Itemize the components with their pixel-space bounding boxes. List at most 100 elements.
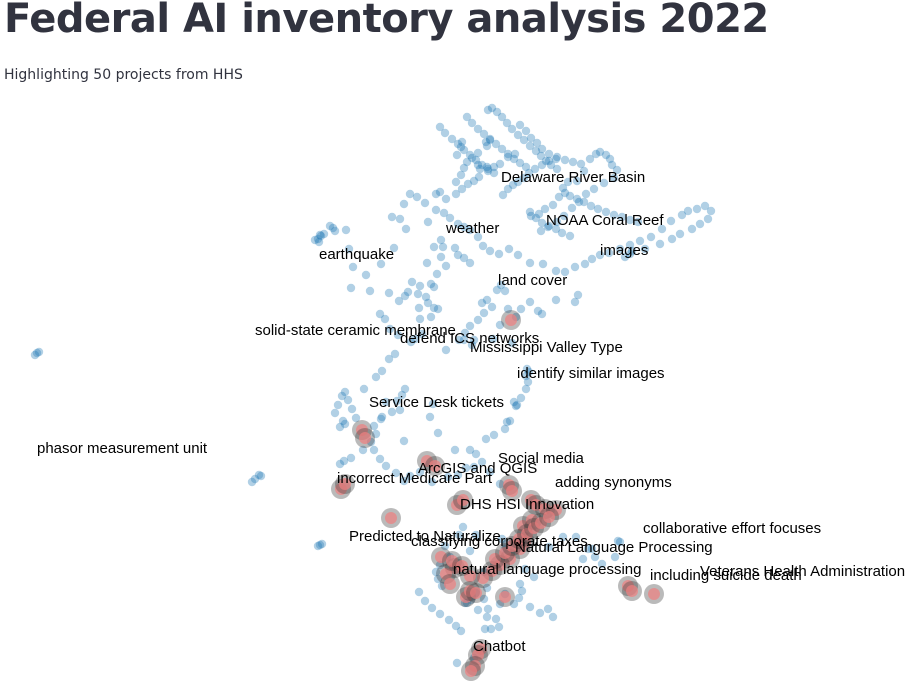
data-point[interactable] [513,177,523,187]
data-point[interactable] [495,159,505,169]
data-point[interactable] [414,303,424,313]
data-point[interactable] [429,242,439,252]
data-point[interactable] [391,468,401,478]
data-point[interactable] [554,192,564,202]
data-point[interactable] [504,244,514,254]
data-point[interactable] [457,184,467,194]
data-point[interactable] [655,239,665,249]
data-point[interactable] [400,384,410,394]
data-point[interactable] [509,599,519,609]
data-point[interactable] [521,162,531,172]
data-point[interactable] [593,204,603,214]
highlighted-data-point[interactable] [470,587,482,599]
data-point[interactable] [491,614,501,624]
data-point[interactable] [551,224,561,234]
data-point[interactable] [387,407,397,417]
data-point[interactable] [338,416,348,426]
data-point[interactable] [599,178,609,188]
data-point[interactable] [677,210,687,220]
data-point[interactable] [552,152,562,162]
data-point[interactable] [452,658,462,668]
data-point[interactable] [454,530,464,540]
data-point[interactable] [359,384,369,394]
data-point[interactable] [574,197,584,207]
data-point[interactable] [485,246,495,256]
data-point[interactable] [474,172,484,182]
data-point[interactable] [572,176,582,186]
data-point[interactable] [440,128,450,138]
data-point[interactable] [457,137,467,147]
data-point[interactable] [509,154,519,164]
data-point[interactable] [399,476,409,486]
data-point[interactable] [494,249,504,259]
data-point[interactable] [453,250,463,260]
data-point[interactable] [589,184,599,194]
data-point[interactable] [453,470,463,480]
data-point[interactable] [460,328,470,338]
data-point[interactable] [467,340,477,350]
highlighted-data-point[interactable] [648,588,660,600]
data-point[interactable] [612,165,622,175]
data-point[interactable] [536,226,546,236]
data-point[interactable] [333,400,343,410]
data-point[interactable] [551,266,561,276]
data-point[interactable] [435,187,445,197]
data-point[interactable] [565,191,575,201]
data-point[interactable] [515,120,525,130]
data-point[interactable] [513,250,523,260]
data-point[interactable] [469,176,479,186]
data-point[interactable] [444,615,454,625]
data-point[interactable] [620,252,630,262]
data-point[interactable] [389,243,399,253]
data-point[interactable] [483,166,493,176]
data-point[interactable] [615,244,625,254]
data-point[interactable] [500,286,510,296]
data-point[interactable] [551,154,561,164]
highlighted-data-point[interactable] [440,568,452,580]
data-point[interactable] [481,137,491,147]
data-point[interactable] [376,259,386,269]
data-point[interactable] [456,142,466,152]
data-point[interactable] [687,224,697,234]
data-point[interactable] [587,544,597,554]
highlighted-data-point[interactable] [486,565,498,577]
data-point[interactable] [482,295,492,305]
data-point[interactable] [313,541,323,551]
data-point[interactable] [537,309,547,319]
data-point[interactable] [595,147,605,157]
highlighted-data-point[interactable] [444,578,456,590]
data-point[interactable] [435,609,445,619]
data-point[interactable] [480,624,490,634]
highlighted-data-point[interactable] [505,314,517,326]
data-point[interactable] [453,219,463,229]
data-point[interactable] [703,214,713,224]
data-point[interactable] [505,416,515,426]
data-point[interactable] [579,197,589,207]
data-point[interactable] [604,248,614,258]
data-point[interactable] [477,298,487,308]
data-point[interactable] [385,324,395,334]
data-point[interactable] [494,622,504,632]
data-point[interactable] [441,261,451,271]
data-point[interactable] [683,206,693,216]
data-point[interactable] [625,240,635,250]
data-point[interactable] [519,173,529,183]
data-point[interactable] [586,201,596,211]
highlighted-data-point[interactable] [446,555,458,567]
data-point[interactable] [502,118,512,128]
data-point[interactable] [526,211,536,221]
data-point[interactable] [543,604,553,614]
data-point[interactable] [510,149,520,159]
data-point[interactable] [456,170,466,180]
data-point[interactable] [488,334,498,344]
data-point[interactable] [335,459,345,469]
data-point[interactable] [570,262,580,272]
data-point[interactable] [415,281,425,291]
data-point[interactable] [335,422,345,432]
data-point[interactable] [495,479,505,489]
data-point[interactable] [502,417,512,427]
data-point[interactable] [544,149,554,159]
data-point[interactable] [450,445,460,455]
data-point[interactable] [469,462,479,472]
